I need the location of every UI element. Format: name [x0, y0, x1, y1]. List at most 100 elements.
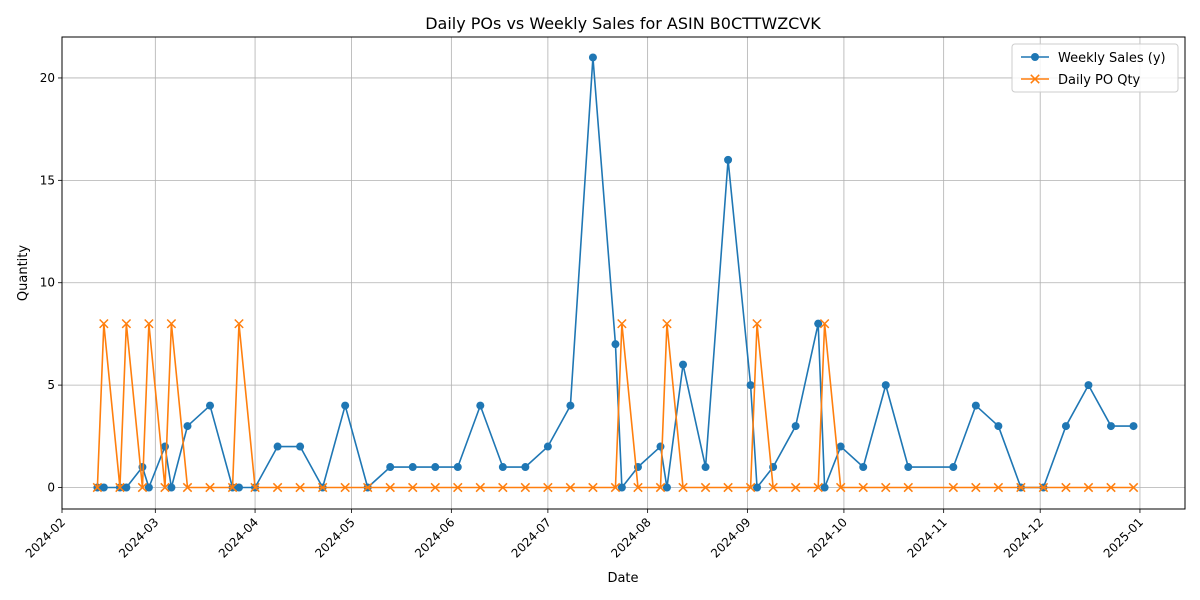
data-point — [431, 463, 440, 472]
data-point — [655, 482, 666, 493]
legend: Weekly Sales (y) Daily PO Qty — [1011, 43, 1179, 93]
series-group — [92, 53, 1139, 493]
y-tick-label: 20 — [40, 71, 55, 85]
data-point — [272, 482, 283, 493]
data-point — [813, 482, 823, 493]
data-point — [565, 482, 576, 493]
data-point — [250, 482, 260, 493]
data-point — [234, 318, 244, 329]
data-point — [859, 463, 868, 472]
data-point — [566, 401, 575, 410]
legend-x-marker — [1030, 74, 1040, 84]
data-point — [206, 401, 215, 410]
data-point — [679, 360, 688, 369]
data-point — [520, 482, 531, 493]
data-point — [453, 482, 463, 493]
data-point — [1038, 482, 1049, 493]
data-point — [476, 401, 485, 410]
legend-box — [1011, 43, 1179, 93]
data-point — [904, 463, 913, 472]
data-point — [166, 318, 177, 329]
data-point — [167, 483, 176, 492]
data-point — [903, 482, 914, 493]
data-point — [295, 482, 305, 493]
data-point — [994, 422, 1003, 431]
data-point — [182, 482, 193, 493]
grid — [61, 37, 1185, 509]
data-point — [948, 482, 959, 493]
data-point — [498, 463, 507, 472]
data-point — [881, 381, 890, 390]
data-point — [610, 482, 621, 493]
data-point — [971, 482, 981, 493]
data-point — [183, 422, 192, 431]
data-point — [340, 482, 350, 493]
legend-marker-daily-po — [1030, 74, 1040, 84]
data-point — [385, 482, 395, 493]
data-point — [99, 483, 108, 492]
data-point — [752, 318, 762, 329]
data-point — [1106, 482, 1116, 493]
data-point — [836, 442, 845, 451]
data-point — [633, 482, 643, 493]
plot-frame — [61, 36, 1186, 510]
data-point — [408, 482, 418, 493]
x-axis-label: Date — [607, 571, 638, 586]
legend-marker-weekly-sales — [1031, 53, 1039, 61]
legend-label-daily-po: Daily PO Qty — [1058, 73, 1141, 88]
data-point — [121, 318, 132, 329]
data-point — [543, 482, 553, 493]
y-axis-label: Quantity — [16, 245, 31, 301]
data-point — [92, 482, 103, 493]
data-point — [1061, 482, 1071, 493]
data-point — [617, 483, 626, 492]
data-point — [746, 381, 755, 390]
data-point — [317, 482, 328, 493]
data-point — [753, 483, 762, 492]
data-point — [819, 318, 830, 329]
data-point — [408, 463, 417, 472]
data-point — [498, 482, 508, 493]
chart-title: Daily POs vs Weekly Sales for ASIN B0CTT… — [425, 14, 821, 33]
y-axis-ticks: 0 5 10 15 20 — [40, 71, 62, 494]
data-point — [296, 442, 305, 451]
data-point — [745, 482, 756, 493]
data-point — [1106, 422, 1115, 431]
data-point — [662, 483, 671, 492]
data-point — [814, 319, 823, 328]
data-point — [768, 482, 778, 493]
data-point — [475, 482, 486, 493]
data-point — [1129, 422, 1138, 431]
data-point — [144, 318, 154, 329]
data-point — [949, 463, 958, 472]
data-point — [234, 483, 243, 492]
data-point — [701, 463, 710, 472]
data-point — [99, 318, 109, 329]
data-point — [656, 442, 665, 451]
data-point — [858, 482, 868, 493]
data-point — [122, 483, 131, 492]
data-point — [1128, 482, 1139, 493]
data-point — [791, 422, 800, 431]
data-point — [588, 482, 598, 493]
y-tick-label: 5 — [47, 378, 55, 392]
data-point — [521, 463, 530, 472]
data-point — [160, 442, 169, 451]
data-point — [543, 442, 552, 451]
data-point — [881, 482, 891, 493]
data-point — [430, 482, 440, 493]
data-point — [1083, 482, 1094, 493]
data-point — [678, 482, 688, 493]
data-point — [453, 463, 462, 472]
data-point — [144, 483, 153, 492]
data-point — [1016, 482, 1026, 493]
data-point — [723, 482, 733, 493]
data-point — [115, 482, 125, 493]
y-tick-label: 0 — [47, 480, 55, 494]
data-point — [835, 482, 846, 493]
data-point — [1084, 381, 1093, 390]
data-point — [137, 482, 148, 493]
data-point — [820, 483, 829, 492]
